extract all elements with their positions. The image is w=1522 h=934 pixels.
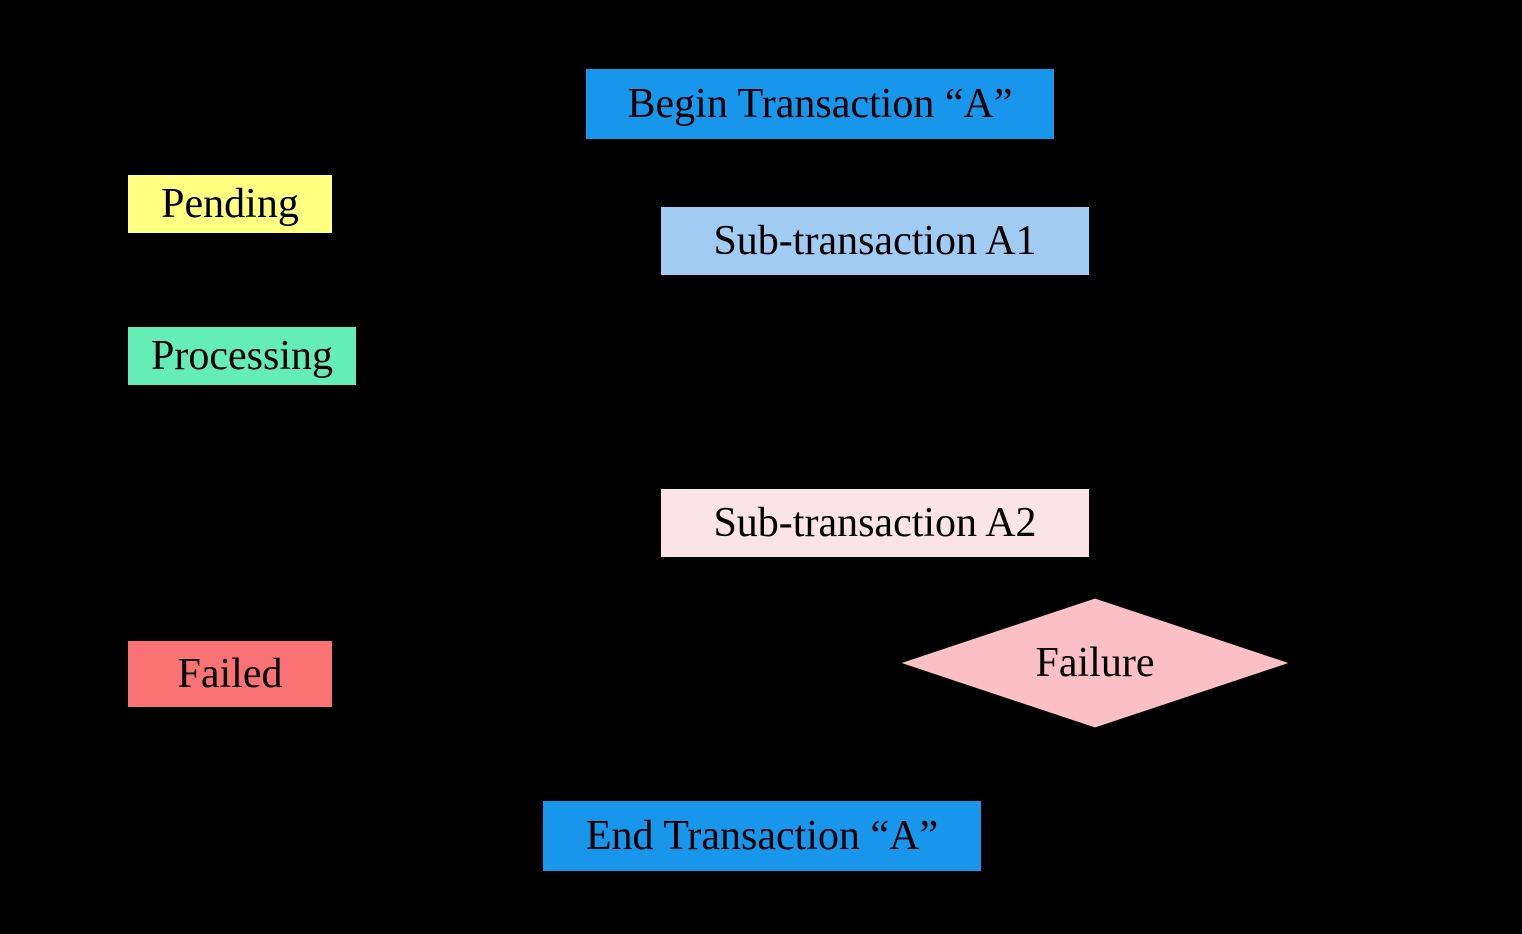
node-failure-label: Failure <box>1036 639 1155 687</box>
edges-layer <box>0 0 1522 934</box>
node-label: Processing <box>151 332 333 380</box>
node-failed: Failed <box>127 640 333 708</box>
edge-failed-to-sub_a2 <box>333 530 660 660</box>
edge-processing-to-sub_a2 <box>357 370 660 518</box>
node-begin-transaction: Begin Transaction “A” <box>585 68 1055 140</box>
edge-processing-to-sub_a1 <box>357 248 660 356</box>
node-label: Begin Transaction “A” <box>628 80 1013 128</box>
edge-pending-to-begin <box>333 110 585 204</box>
node-label: End Transaction “A” <box>586 812 938 860</box>
node-label: Sub-transaction A2 <box>713 499 1036 547</box>
node-processing: Processing <box>127 326 357 386</box>
node-sub-transaction-a1: Sub-transaction A1 <box>660 206 1090 276</box>
node-label: Pending <box>161 180 299 228</box>
node-label: Sub-transaction A1 <box>713 217 1036 265</box>
node-label: Failed <box>178 650 283 698</box>
node-pending: Pending <box>127 174 333 234</box>
edge-sub_a2-to-failure <box>1040 558 1095 600</box>
node-end-transaction: End Transaction “A” <box>542 800 982 872</box>
edge-failed-to-failure <box>333 668 900 704</box>
node-sub-transaction-a2: Sub-transaction A2 <box>660 488 1090 558</box>
